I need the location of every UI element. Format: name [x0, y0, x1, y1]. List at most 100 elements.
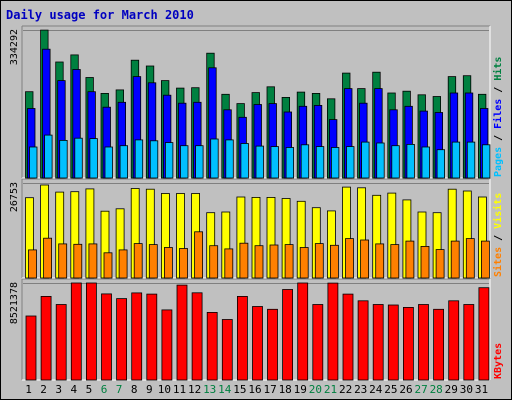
bar-sites: [224, 248, 234, 279]
bar-kbytes: [463, 304, 475, 381]
bar-pages: [330, 147, 340, 179]
bar-sites: [28, 249, 37, 279]
x-tick-label: 30: [460, 383, 473, 396]
bar-sites: [163, 247, 173, 279]
bar-kbytes: [402, 306, 414, 381]
bar-pages: [195, 145, 204, 179]
y-max-label: 8521378: [9, 282, 20, 324]
x-tick-label: 13: [203, 383, 216, 396]
bar-kbytes: [25, 315, 37, 381]
x-tick-label: 5: [86, 383, 93, 396]
bar-pages: [210, 138, 219, 179]
bar-sites: [420, 245, 430, 279]
bar-pages: [466, 141, 476, 179]
x-tick-label: 12: [188, 383, 201, 396]
bar-sites: [133, 243, 143, 279]
x-tick-label: 19: [294, 383, 307, 396]
bar-pages: [285, 147, 295, 179]
x-tick-label: 22: [339, 383, 352, 396]
bar-pages: [391, 145, 400, 179]
legend-item: Pages: [493, 147, 504, 177]
bar-kbytes: [252, 306, 263, 381]
x-tick-label: 9: [146, 383, 153, 396]
x-tick-label: 2: [40, 383, 47, 396]
x-tick-label: 25: [384, 383, 397, 396]
bar-pages: [149, 140, 159, 179]
bar-kbytes: [131, 292, 143, 381]
x-tick-label: 17: [263, 383, 276, 396]
y-max-label: 334292: [9, 29, 20, 65]
legend-item: KBytes: [493, 343, 504, 379]
bar-sites: [375, 243, 385, 279]
legend-hits-panel: Pages / Files / Hits: [492, 57, 504, 177]
x-tick-label: 26: [399, 383, 412, 396]
x-tick-label: 3: [55, 383, 62, 396]
bar-pages: [240, 143, 249, 179]
bar-pages: [119, 145, 128, 179]
bar-pages: [134, 139, 144, 179]
bar-kbytes: [176, 284, 188, 381]
bar-pages: [376, 142, 385, 179]
visits-panel: 26753 Sites / Visits: [9, 178, 504, 279]
bar-sites: [239, 242, 249, 279]
bar-kbytes: [372, 304, 384, 381]
bar-pages: [59, 139, 68, 179]
bar-sites: [390, 244, 400, 279]
y-max-label: 26753: [9, 182, 20, 212]
bar-pages: [346, 146, 355, 179]
bar-pages: [361, 141, 370, 179]
bar-kbytes: [191, 292, 203, 381]
x-axis-labels: 1 2 3 4 5 6 7 8 9 10 11 12 13 14 15 16 17 18 19 20 21 22 23 24 2…: [25, 383, 488, 396]
x-tick-label: 4: [70, 383, 77, 396]
legend-separator: /: [493, 81, 504, 99]
bar-sites: [284, 244, 294, 279]
x-tick-label: 7: [116, 383, 123, 396]
bar-kbytes: [387, 304, 399, 381]
x-tick-label: 20: [309, 383, 322, 396]
legend-item: Visits: [492, 193, 504, 229]
bar-kbytes: [101, 293, 112, 381]
bar-pages: [270, 146, 279, 179]
bar-pages: [451, 141, 461, 179]
kbytes-panel: 8521378 KBytes: [9, 278, 504, 381]
legend-item: Hits: [492, 57, 504, 81]
bar-sites: [360, 239, 370, 279]
bar-pages: [74, 137, 83, 179]
chart-panels: 334292 Pages / Files / Hits 26753 Sites / V…: [9, 25, 504, 381]
bar-kbytes: [297, 282, 309, 381]
bar-sites: [148, 244, 158, 279]
bar-kbytes: [282, 289, 294, 381]
bar-sites: [345, 238, 354, 279]
bar-pages: [421, 146, 430, 179]
bar-pages: [104, 146, 113, 179]
legend-item: Sites: [492, 247, 504, 277]
bar-kbytes: [206, 311, 218, 381]
bar-sites: [480, 240, 490, 279]
bar-pages: [300, 144, 310, 179]
x-tick-label: 31: [475, 383, 488, 396]
bar-kbytes: [327, 282, 339, 381]
bar-pages: [255, 145, 264, 179]
bar-kbytes: [267, 308, 278, 381]
bar-kbytes: [55, 304, 67, 381]
bar-sites: [58, 243, 68, 279]
x-tick-label: 15: [233, 383, 246, 396]
bar-sites: [88, 243, 98, 279]
x-tick-label: 14: [218, 383, 232, 396]
bar-sites: [73, 243, 83, 279]
bar-kbytes: [433, 308, 445, 381]
x-tick-label: 23: [354, 383, 367, 396]
x-tick-label: 6: [101, 383, 108, 396]
bar-sites: [465, 238, 475, 279]
bar-kbytes: [312, 304, 324, 381]
x-tick-label: 27: [414, 383, 427, 396]
x-tick-label: 11: [173, 383, 186, 396]
bar-pages: [89, 138, 98, 179]
bar-pages: [44, 134, 53, 179]
bar-sites: [103, 252, 113, 279]
legend-item: Files: [492, 99, 504, 129]
bar-sites: [43, 237, 52, 279]
bar-kbytes: [40, 295, 52, 381]
bar-pages: [436, 149, 446, 179]
